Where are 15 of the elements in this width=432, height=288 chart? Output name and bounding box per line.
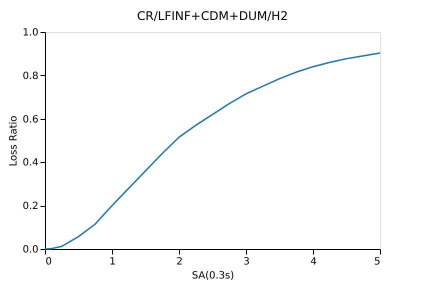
x-tick-label: 2: [176, 256, 183, 268]
y-axis-title: Loss Ratio: [8, 116, 20, 166]
chart-title: CR/LFINF+CDM+DUM/H2: [137, 9, 288, 23]
y-tick-label: 0.0: [22, 244, 38, 256]
x-tick-label: 0: [46, 256, 52, 268]
x-axis-title: SA(0.3s): [192, 270, 234, 282]
x-tick-label: 1: [109, 256, 116, 268]
x-tick-label: 3: [243, 256, 250, 268]
y-tick-label: 1.0: [22, 28, 38, 38]
y-tick-label: 0.8: [22, 70, 38, 82]
y-tick-label: 0.6: [22, 114, 38, 126]
x-tick-label: 5: [374, 256, 380, 268]
x-tick-label: 4: [310, 256, 317, 268]
y-tick-label: 0.2: [22, 201, 38, 212]
y-tick-label: 0.4: [22, 158, 38, 169]
